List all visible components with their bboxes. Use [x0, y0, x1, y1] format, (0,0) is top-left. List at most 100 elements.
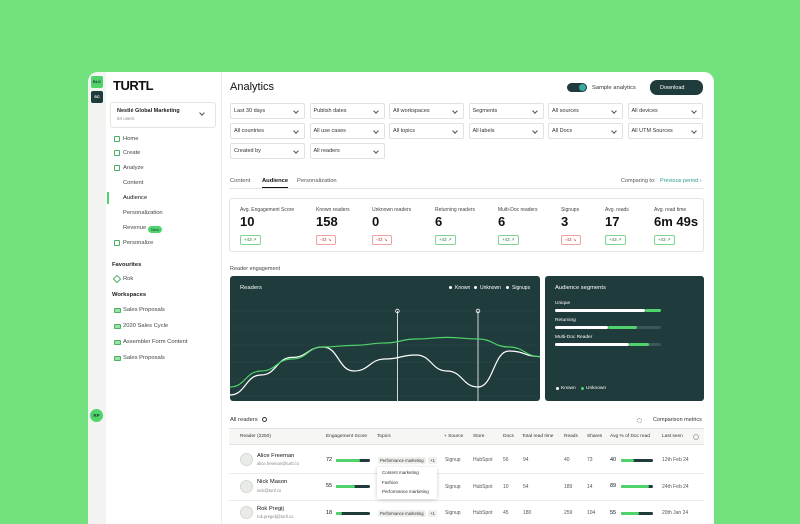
cell: 45 — [503, 510, 509, 516]
column-header: Shares — [587, 434, 603, 440]
download-button[interactable] — [650, 80, 703, 95]
tab[interactable]: Content — [230, 177, 251, 184]
filter-dropdown[interactable] — [309, 123, 385, 139]
folder-icon — [114, 339, 121, 345]
segment-bar — [555, 343, 630, 346]
cell: 54 — [523, 483, 529, 490]
cell: 259 — [564, 510, 573, 516]
workspace-item[interactable]: Assembler Form Content — [123, 338, 188, 345]
nav-item[interactable]: Revenue — [123, 224, 147, 231]
segment-label: Unique — [555, 301, 571, 307]
tab[interactable]: Personalization — [297, 177, 337, 184]
nav-active-bar — [107, 192, 109, 204]
comparison-link[interactable]: Comparison metrics — [653, 416, 702, 423]
nav-item[interactable]: Personalize — [123, 239, 154, 246]
kpi-value: 3 — [561, 214, 569, 230]
topic-option[interactable]: Content marketing — [382, 470, 419, 476]
kpi-value: 0 — [372, 214, 380, 230]
segment-bar — [645, 309, 661, 312]
kpi-label: Avg. Engagement Score — [240, 207, 295, 213]
filter-label: All UTM Sources — [631, 127, 673, 134]
filter-dropdown[interactable] — [389, 103, 464, 119]
toggle[interactable] — [567, 83, 587, 92]
segment-label: Returning — [555, 318, 576, 324]
column-header: Reads — [564, 434, 578, 440]
nav-item[interactable]: Personalization — [123, 209, 163, 216]
filter-dropdown[interactable] — [627, 123, 703, 139]
nav-item[interactable]: Analyze — [123, 164, 144, 171]
series-line — [230, 346, 540, 396]
filter-dropdown[interactable] — [230, 103, 305, 119]
filter-label: Created by — [234, 147, 261, 154]
cell: 10 — [503, 483, 509, 490]
column-header: Store — [473, 434, 485, 440]
legend-dot — [556, 387, 559, 390]
cell: 40 — [564, 457, 570, 463]
nav-item[interactable]: Audience — [123, 194, 148, 201]
column-header: Last seen — [662, 434, 683, 440]
filter-label: All sources — [552, 107, 579, 114]
kpi-label: Signups — [561, 207, 580, 213]
column-header: Engagement Score — [326, 434, 368, 440]
filter-dropdown[interactable] — [230, 123, 305, 139]
nav-item[interactable]: Home — [123, 135, 139, 142]
segment-bar — [608, 326, 637, 329]
reader-email: rok.pregelj@turtl.co — [257, 514, 294, 520]
folder-icon — [114, 323, 121, 329]
org-selector[interactable] — [110, 102, 216, 128]
toggle-label: Sample analytics — [592, 84, 636, 91]
legend-dot — [506, 286, 509, 289]
filter-dropdown[interactable] — [627, 103, 703, 119]
workspace-item[interactable]: 2020 Sales Cycle — [123, 322, 169, 329]
filter-label: Last 30 days — [234, 107, 266, 114]
filter-label: All topics — [393, 127, 416, 134]
kpi-change: -43 ↘ — [372, 235, 392, 246]
nav-icon — [114, 136, 120, 142]
chart-title: Readers — [240, 284, 262, 291]
avg-bar — [621, 511, 639, 515]
reader-name[interactable]: Alice Freeman — [257, 452, 295, 459]
cell: 56 — [503, 457, 509, 463]
reader-name[interactable]: Rok Pregij — [257, 505, 284, 512]
topic-menu — [377, 467, 437, 499]
folder-icon — [114, 307, 121, 313]
column-header: Avg % of Doc read — [610, 434, 650, 440]
segment-label: Multi-Doc Reader — [555, 335, 593, 341]
workspace-badge[interactable]: SC — [91, 91, 103, 103]
comparing-period[interactable]: Previous period › — [660, 177, 702, 184]
nav-badge: New — [148, 225, 163, 233]
filter-dropdown[interactable] — [389, 123, 464, 139]
nav-item[interactable]: Create — [123, 149, 141, 156]
settings-icon — [637, 418, 642, 423]
topic-option[interactable]: Performance marketing — [382, 489, 429, 495]
topic-option[interactable]: Fashion — [382, 479, 399, 485]
org-chevron — [198, 106, 210, 116]
org-name: Nestlé Global Marketing — [117, 107, 180, 114]
avg-read: 40 — [610, 456, 617, 463]
engagement-score: 55 — [326, 483, 333, 490]
search-icon — [262, 417, 267, 422]
engagement-score: 72 — [326, 456, 333, 463]
cell: 14 — [587, 483, 593, 490]
nav-item[interactable]: Content — [123, 179, 144, 186]
filter-dropdown[interactable] — [468, 103, 544, 119]
filter-dropdown[interactable] — [309, 143, 385, 159]
filter-dropdown[interactable] — [309, 103, 385, 119]
avatar — [240, 506, 253, 519]
workspace-item[interactable]: Sales Proposals — [123, 354, 165, 361]
workspace-badge[interactable]: BLK — [91, 76, 103, 88]
user-badge[interactable]: RP — [90, 409, 103, 422]
kpi-change: +43 ↗ — [605, 235, 626, 246]
last-seen: 12th Feb 24 — [662, 457, 689, 463]
favourite-item[interactable]: Rok — [123, 275, 134, 282]
filter-dropdown[interactable] — [548, 103, 623, 119]
filter-dropdown[interactable] — [230, 143, 305, 159]
folder-icon — [114, 355, 121, 361]
reader-name[interactable]: Nick Mason — [257, 479, 288, 486]
tab[interactable]: Audience — [262, 177, 289, 184]
filter-dropdown[interactable] — [468, 123, 544, 139]
kpi-label: Known readers — [316, 207, 350, 213]
filter-dropdown[interactable] — [548, 123, 623, 139]
workspace-item[interactable]: Sales Proposals — [123, 306, 165, 313]
